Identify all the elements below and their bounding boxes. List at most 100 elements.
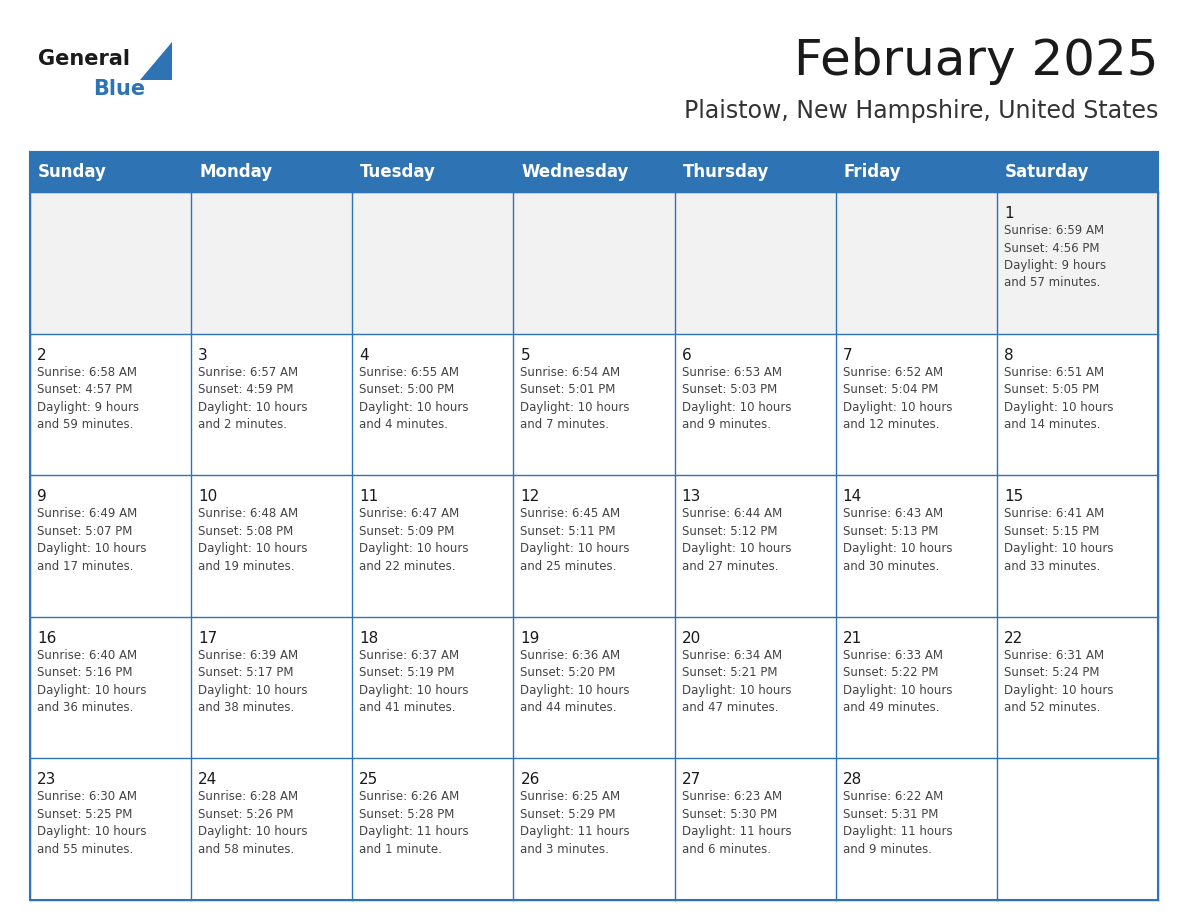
Bar: [513, 476, 675, 617]
Text: 4: 4: [359, 348, 369, 363]
Bar: [353, 617, 513, 758]
Bar: [353, 758, 513, 900]
Text: Sunrise: 6:34 AM
Sunset: 5:21 PM
Daylight: 10 hours
and 47 minutes.: Sunrise: 6:34 AM Sunset: 5:21 PM Dayligh…: [682, 649, 791, 714]
Bar: [675, 476, 835, 617]
Text: Sunrise: 6:48 AM
Sunset: 5:08 PM
Daylight: 10 hours
and 19 minutes.: Sunrise: 6:48 AM Sunset: 5:08 PM Dayligh…: [198, 508, 308, 573]
Text: Sunrise: 6:33 AM
Sunset: 5:22 PM
Daylight: 10 hours
and 49 minutes.: Sunrise: 6:33 AM Sunset: 5:22 PM Dayligh…: [842, 649, 953, 714]
Text: Sunrise: 6:51 AM
Sunset: 5:05 PM
Daylight: 10 hours
and 14 minutes.: Sunrise: 6:51 AM Sunset: 5:05 PM Dayligh…: [1004, 365, 1113, 431]
Text: 9: 9: [37, 489, 46, 504]
Bar: [30, 617, 191, 758]
Bar: [191, 758, 353, 900]
Text: 23: 23: [37, 772, 56, 788]
Bar: [997, 617, 1158, 758]
Bar: [191, 333, 353, 476]
Text: General: General: [38, 49, 129, 69]
Text: Plaistow, New Hampshire, United States: Plaistow, New Hampshire, United States: [683, 99, 1158, 123]
Text: Thursday: Thursday: [683, 163, 769, 181]
Text: 22: 22: [1004, 631, 1023, 645]
Text: Sunrise: 6:37 AM
Sunset: 5:19 PM
Daylight: 10 hours
and 41 minutes.: Sunrise: 6:37 AM Sunset: 5:19 PM Dayligh…: [359, 649, 469, 714]
Bar: [675, 758, 835, 900]
Bar: [353, 152, 513, 192]
Bar: [30, 152, 1158, 192]
Text: Sunrise: 6:41 AM
Sunset: 5:15 PM
Daylight: 10 hours
and 33 minutes.: Sunrise: 6:41 AM Sunset: 5:15 PM Dayligh…: [1004, 508, 1113, 573]
Text: Sunrise: 6:59 AM
Sunset: 4:56 PM
Daylight: 9 hours
and 57 minutes.: Sunrise: 6:59 AM Sunset: 4:56 PM Dayligh…: [1004, 224, 1106, 289]
Bar: [30, 758, 191, 900]
Bar: [835, 192, 997, 333]
Text: Sunrise: 6:28 AM
Sunset: 5:26 PM
Daylight: 10 hours
and 58 minutes.: Sunrise: 6:28 AM Sunset: 5:26 PM Dayligh…: [198, 790, 308, 856]
Text: Sunrise: 6:52 AM
Sunset: 5:04 PM
Daylight: 10 hours
and 12 minutes.: Sunrise: 6:52 AM Sunset: 5:04 PM Dayligh…: [842, 365, 953, 431]
Text: Sunrise: 6:25 AM
Sunset: 5:29 PM
Daylight: 11 hours
and 3 minutes.: Sunrise: 6:25 AM Sunset: 5:29 PM Dayligh…: [520, 790, 630, 856]
Bar: [191, 476, 353, 617]
Bar: [997, 333, 1158, 476]
Text: 18: 18: [359, 631, 379, 645]
Bar: [997, 192, 1158, 333]
Bar: [30, 152, 191, 192]
Bar: [997, 476, 1158, 617]
Text: 26: 26: [520, 772, 539, 788]
Text: Sunrise: 6:57 AM
Sunset: 4:59 PM
Daylight: 10 hours
and 2 minutes.: Sunrise: 6:57 AM Sunset: 4:59 PM Dayligh…: [198, 365, 308, 431]
Text: 3: 3: [198, 348, 208, 363]
Bar: [675, 152, 835, 192]
Text: 11: 11: [359, 489, 379, 504]
Text: Wednesday: Wednesday: [522, 163, 628, 181]
Bar: [30, 333, 191, 476]
Text: 13: 13: [682, 489, 701, 504]
Text: 27: 27: [682, 772, 701, 788]
Text: 10: 10: [198, 489, 217, 504]
Text: 16: 16: [37, 631, 56, 645]
Text: 2: 2: [37, 348, 46, 363]
Bar: [835, 758, 997, 900]
Bar: [353, 192, 513, 333]
Text: 6: 6: [682, 348, 691, 363]
Bar: [30, 192, 1158, 900]
Bar: [513, 758, 675, 900]
Bar: [675, 333, 835, 476]
Text: Blue: Blue: [93, 79, 145, 99]
Text: Sunday: Sunday: [38, 163, 107, 181]
Text: 25: 25: [359, 772, 379, 788]
Bar: [353, 476, 513, 617]
Bar: [675, 192, 835, 333]
Text: Sunrise: 6:55 AM
Sunset: 5:00 PM
Daylight: 10 hours
and 4 minutes.: Sunrise: 6:55 AM Sunset: 5:00 PM Dayligh…: [359, 365, 469, 431]
Text: Sunrise: 6:26 AM
Sunset: 5:28 PM
Daylight: 11 hours
and 1 minute.: Sunrise: 6:26 AM Sunset: 5:28 PM Dayligh…: [359, 790, 469, 856]
Text: Sunrise: 6:44 AM
Sunset: 5:12 PM
Daylight: 10 hours
and 27 minutes.: Sunrise: 6:44 AM Sunset: 5:12 PM Dayligh…: [682, 508, 791, 573]
Text: 12: 12: [520, 489, 539, 504]
Text: 20: 20: [682, 631, 701, 645]
Text: Friday: Friday: [843, 163, 902, 181]
Text: Sunrise: 6:36 AM
Sunset: 5:20 PM
Daylight: 10 hours
and 44 minutes.: Sunrise: 6:36 AM Sunset: 5:20 PM Dayligh…: [520, 649, 630, 714]
Text: February 2025: February 2025: [794, 37, 1158, 85]
Polygon shape: [140, 42, 172, 80]
Bar: [353, 333, 513, 476]
Text: Saturday: Saturday: [1005, 163, 1089, 181]
Text: 21: 21: [842, 631, 862, 645]
Text: 28: 28: [842, 772, 862, 788]
Bar: [997, 758, 1158, 900]
Bar: [835, 476, 997, 617]
Bar: [191, 617, 353, 758]
Text: 17: 17: [198, 631, 217, 645]
Text: Sunrise: 6:49 AM
Sunset: 5:07 PM
Daylight: 10 hours
and 17 minutes.: Sunrise: 6:49 AM Sunset: 5:07 PM Dayligh…: [37, 508, 146, 573]
Text: Sunrise: 6:30 AM
Sunset: 5:25 PM
Daylight: 10 hours
and 55 minutes.: Sunrise: 6:30 AM Sunset: 5:25 PM Dayligh…: [37, 790, 146, 856]
Bar: [513, 333, 675, 476]
Bar: [513, 617, 675, 758]
Text: 5: 5: [520, 348, 530, 363]
Bar: [30, 192, 191, 333]
Bar: [835, 333, 997, 476]
Text: 14: 14: [842, 489, 862, 504]
Bar: [513, 152, 675, 192]
Text: Sunrise: 6:54 AM
Sunset: 5:01 PM
Daylight: 10 hours
and 7 minutes.: Sunrise: 6:54 AM Sunset: 5:01 PM Dayligh…: [520, 365, 630, 431]
Text: Sunrise: 6:31 AM
Sunset: 5:24 PM
Daylight: 10 hours
and 52 minutes.: Sunrise: 6:31 AM Sunset: 5:24 PM Dayligh…: [1004, 649, 1113, 714]
Bar: [835, 617, 997, 758]
Text: Sunrise: 6:47 AM
Sunset: 5:09 PM
Daylight: 10 hours
and 22 minutes.: Sunrise: 6:47 AM Sunset: 5:09 PM Dayligh…: [359, 508, 469, 573]
Bar: [675, 617, 835, 758]
Text: 8: 8: [1004, 348, 1013, 363]
Text: 1: 1: [1004, 206, 1013, 221]
Text: Sunrise: 6:39 AM
Sunset: 5:17 PM
Daylight: 10 hours
and 38 minutes.: Sunrise: 6:39 AM Sunset: 5:17 PM Dayligh…: [198, 649, 308, 714]
Text: Sunrise: 6:23 AM
Sunset: 5:30 PM
Daylight: 11 hours
and 6 minutes.: Sunrise: 6:23 AM Sunset: 5:30 PM Dayligh…: [682, 790, 791, 856]
Text: Sunrise: 6:43 AM
Sunset: 5:13 PM
Daylight: 10 hours
and 30 minutes.: Sunrise: 6:43 AM Sunset: 5:13 PM Dayligh…: [842, 508, 953, 573]
Bar: [191, 192, 353, 333]
Bar: [997, 152, 1158, 192]
Bar: [30, 476, 191, 617]
Text: Sunrise: 6:45 AM
Sunset: 5:11 PM
Daylight: 10 hours
and 25 minutes.: Sunrise: 6:45 AM Sunset: 5:11 PM Dayligh…: [520, 508, 630, 573]
Bar: [835, 152, 997, 192]
